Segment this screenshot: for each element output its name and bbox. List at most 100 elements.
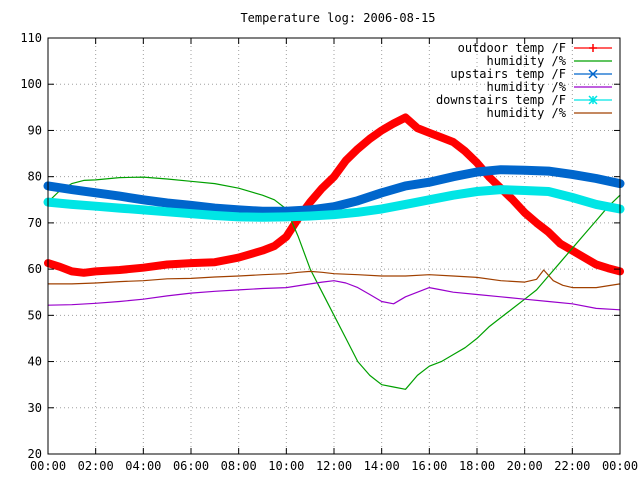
data-point: [474, 159, 480, 166]
data-point: [164, 261, 171, 268]
legend-item: upstairs temp /F: [450, 67, 612, 81]
x-tick-label: 20:00: [507, 459, 543, 473]
data-point: [521, 166, 529, 174]
data-point: [115, 192, 124, 200]
y-tick-label: 30: [28, 401, 42, 415]
series-layer: [43, 113, 625, 390]
y-tick-label: 40: [28, 355, 42, 369]
data-point: [319, 185, 326, 192]
data-point: [589, 44, 597, 52]
data-point: [449, 173, 457, 181]
data-point: [306, 212, 314, 220]
x-tick-label: 08:00: [221, 459, 257, 473]
series-3: [43, 165, 625, 216]
x-tick-label: 22:00: [554, 459, 590, 473]
data-point: [92, 189, 100, 197]
y-tick-label: 100: [20, 77, 42, 91]
data-point: [139, 206, 147, 214]
data-point: [354, 145, 361, 152]
data-point: [592, 200, 600, 208]
data-point: [588, 95, 598, 105]
x-tick-label: 06:00: [173, 459, 209, 473]
series-4: [47, 280, 621, 311]
data-point: [188, 260, 194, 267]
data-point: [307, 199, 314, 206]
legend-item: outdoor temp /F: [458, 41, 612, 55]
data-point: [414, 125, 421, 132]
data-point: [605, 265, 612, 272]
x-tick-label: 10:00: [268, 459, 304, 473]
data-point: [354, 197, 362, 205]
data-point: [497, 186, 505, 194]
data-point: [521, 209, 528, 216]
series-2: [47, 176, 621, 390]
series-line: [47, 176, 621, 390]
data-point: [258, 213, 267, 221]
data-point: [140, 264, 147, 271]
data-point: [366, 135, 373, 142]
data-point: [592, 174, 600, 183]
data-point: [473, 168, 481, 176]
data-point: [425, 196, 433, 204]
data-point: [235, 206, 243, 214]
x-tick-label: 12:00: [316, 459, 352, 473]
chart-title: Temperature log: 2006-08-15: [240, 11, 435, 25]
series-6: [47, 269, 621, 289]
data-point: [545, 229, 552, 236]
data-point: [544, 187, 553, 195]
data-point: [283, 233, 290, 240]
data-point: [378, 205, 386, 213]
data-point: [593, 261, 600, 268]
data-point: [56, 263, 63, 270]
data-point: [187, 201, 195, 209]
plot-frame: [47, 37, 621, 455]
y-tick-label: 90: [28, 123, 42, 137]
series-line: [47, 280, 621, 311]
data-point: [163, 199, 171, 207]
series-line: [47, 269, 621, 289]
data-point: [425, 178, 433, 186]
data-point: [116, 267, 123, 274]
data-point: [211, 259, 218, 266]
data-point: [68, 268, 75, 275]
data-point: [402, 114, 409, 121]
data-point: [568, 193, 576, 201]
data-point: [449, 191, 457, 199]
data-point: [473, 187, 481, 195]
legend-label: downstairs temp /F: [436, 93, 566, 107]
y-tick-label: 20: [28, 447, 42, 461]
y-tick-label: 50: [28, 308, 42, 322]
data-point: [533, 219, 540, 226]
data-point: [426, 129, 433, 136]
legend-item: downstairs temp /F: [436, 93, 612, 107]
data-point: [354, 208, 362, 216]
legend-label: upstairs temp /F: [450, 67, 566, 81]
data-point: [568, 170, 576, 178]
data-point: [509, 196, 516, 203]
data-point: [390, 120, 397, 127]
legend-label: humidity /%: [487, 54, 567, 68]
x-tick-label: 14:00: [364, 459, 400, 473]
data-point: [211, 211, 219, 220]
series-line: [44, 113, 624, 277]
data-point: [331, 173, 337, 180]
data-point: [115, 204, 124, 212]
data-point: [450, 139, 457, 145]
data-point: [342, 157, 349, 164]
y-tick-label: 70: [28, 216, 42, 230]
data-point: [462, 148, 469, 155]
data-point: [271, 243, 278, 249]
axes: 20 30 40 50 60 70 80 90 100 110 00:00 02:00 04:00 06:…: [20, 31, 638, 473]
x-tick-label: 04:00: [125, 459, 161, 473]
x-tick-label: 16:00: [411, 459, 447, 473]
data-point: [92, 202, 100, 210]
legend-label: outdoor temp /F: [458, 41, 566, 55]
series-1: [44, 113, 624, 277]
data-point: [557, 240, 564, 247]
data-point: [92, 268, 99, 275]
data-point: [139, 196, 147, 204]
data-point: [497, 166, 505, 174]
data-point: [378, 189, 386, 197]
